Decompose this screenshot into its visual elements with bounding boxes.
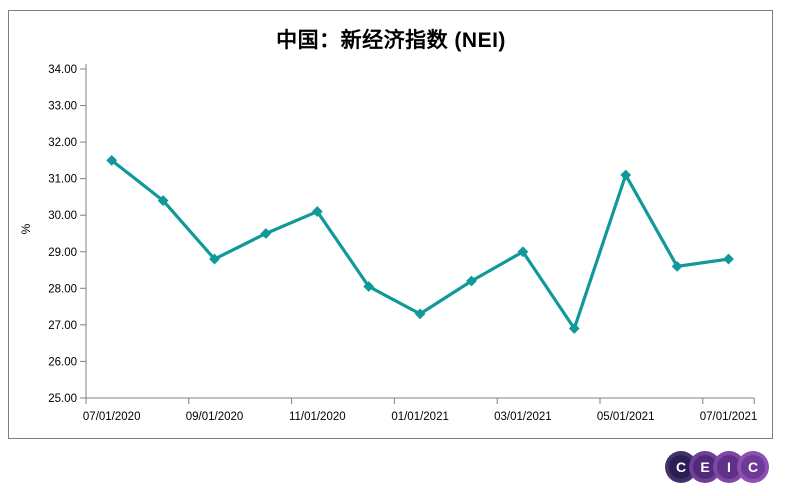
nei-data-line xyxy=(110,158,731,331)
x-axis-tick-label: 09/01/2020 xyxy=(186,411,244,423)
data-point-marker xyxy=(157,195,169,206)
data-point-marker xyxy=(466,275,477,287)
chart-title: 中国：新经济指数 (NEI) xyxy=(276,29,506,52)
x-axis-tick-label: 03/01/2021 xyxy=(494,411,552,423)
data-point-marker xyxy=(260,228,272,239)
data-point-marker xyxy=(363,281,375,292)
x-axis-tick-label: 01/01/2021 xyxy=(391,411,449,423)
data-point-marker xyxy=(568,323,580,334)
data-point-marker xyxy=(414,308,426,320)
data-point-marker xyxy=(311,206,323,217)
y-axis-tick-label: 28.00 xyxy=(48,283,77,295)
chart-border-frame xyxy=(8,10,773,439)
x-axis-tick-label: 07/01/2021 xyxy=(700,411,758,423)
data-point-marker xyxy=(106,154,118,166)
y-axis-tick-label: 29.00 xyxy=(48,247,77,259)
x-axis-tick-label: 11/01/2020 xyxy=(289,411,346,423)
data-point-marker xyxy=(209,253,220,265)
x-axis-tick-label: 07/01/2020 xyxy=(83,411,141,423)
x-axis-tick-label: 05/01/2021 xyxy=(597,411,655,423)
y-axis-tick-label: 25.00 xyxy=(48,393,77,405)
data-point-marker xyxy=(671,260,683,272)
y-axis-tick-label: 33.00 xyxy=(48,101,77,113)
y-axis-tick-label: 26.00 xyxy=(48,356,77,368)
y-axis-tick-label: 32.00 xyxy=(48,137,77,149)
data-point-marker xyxy=(620,169,632,181)
y-axis-tick-label: 30.00 xyxy=(48,210,77,222)
y-axis-tick-label: 27.00 xyxy=(48,320,77,332)
ceic-logo-circle-4: C xyxy=(737,451,769,483)
data-point-marker xyxy=(723,253,734,265)
ceic-logo: C E I C xyxy=(665,451,769,483)
data-point-marker xyxy=(517,246,529,258)
y-axis-tick-label: 34.00 xyxy=(48,64,77,76)
ceic-logo-letter-c2: C xyxy=(741,455,765,479)
y-axis-tick-label: 31.00 xyxy=(48,174,77,186)
